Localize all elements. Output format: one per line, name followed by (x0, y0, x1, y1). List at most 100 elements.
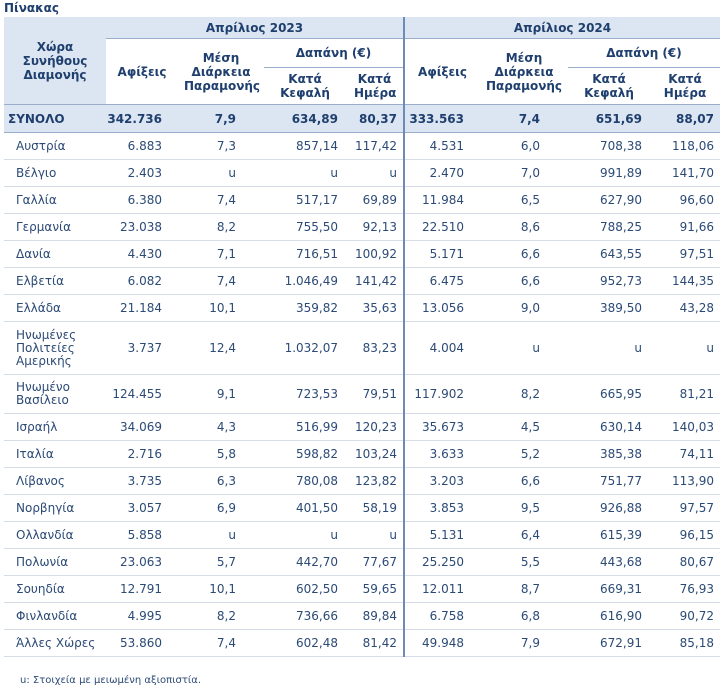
tourism-table: Χώρα Συνήθους Διαμονής Απρίλιος 2023 Απρ… (4, 17, 720, 657)
table-cell: 120,23 (346, 413, 405, 441)
table-cell: 630,14 (568, 413, 650, 441)
table-cell: 59,65 (346, 575, 405, 603)
table-cell: 117.902 (404, 374, 480, 414)
table-row: Ελβετία 6.082 7,4 1.046,49 141,42 6.475 6,6 952… (4, 267, 720, 295)
table-cell: 49.948 (404, 629, 480, 657)
table-cell: 857,14 (264, 132, 346, 160)
table-cell: 85,18 (650, 629, 720, 657)
country-name: Γερμανία (4, 213, 106, 241)
table-cell: 35,63 (346, 294, 405, 322)
table-cell: 35.673 (404, 413, 480, 441)
table-row: Ελλάδα 21.184 10,1 359,82 35,63 13.056 9,0 389,… (4, 294, 720, 322)
total-cell: 7,9 (178, 104, 264, 133)
table-cell: 7,4 (178, 267, 264, 295)
total-cell: 634,89 (264, 104, 346, 133)
table-cell: 2.716 (106, 440, 178, 468)
table-cell: 118,06 (650, 132, 720, 160)
table-cell: 7,9 (480, 629, 568, 657)
table-cell: 716,51 (264, 240, 346, 268)
table-cell: u (650, 321, 720, 375)
table-cell: 6.082 (106, 267, 178, 295)
table-cell: 74,11 (650, 440, 720, 468)
table-cell: 8,2 (178, 213, 264, 241)
table-cell: 665,95 (568, 374, 650, 414)
table-cell: 9,1 (178, 374, 264, 414)
table-cell: 7,1 (178, 240, 264, 268)
country-header: Χώρα Συνήθους Διαμονής (4, 17, 106, 105)
table-cell: 7,3 (178, 132, 264, 160)
table-cell: 92,13 (346, 213, 405, 241)
table-cell: 10,1 (178, 575, 264, 603)
table-cell: 952,73 (568, 267, 650, 295)
country-name: Φινλανδία (4, 602, 106, 630)
table-cell: 124.455 (106, 374, 178, 414)
table-cell: 6,8 (480, 602, 568, 630)
table-row: Άλλες Χώρες 53.860 7,4 602,48 81,42 49.948 7,9… (4, 629, 720, 657)
total-cell: 342.736 (106, 104, 178, 133)
per-capita-2023-header: Κατά Κεφαλή (264, 67, 346, 105)
spending-2023-header: Δαπάνη (€) (264, 38, 405, 68)
table-cell: 669,31 (568, 575, 650, 603)
table-cell: 9,0 (480, 294, 568, 322)
table-cell: 5,2 (480, 440, 568, 468)
total-label: ΣΥΝΟΛΟ (4, 104, 106, 133)
table-cell: 5.171 (404, 240, 480, 268)
table-cell: 6,0 (480, 132, 568, 160)
table-cell: 43,28 (650, 294, 720, 322)
table-cell: 10,1 (178, 294, 264, 322)
arrivals-2024-header: Αφίξεις (404, 38, 480, 105)
table-cell: 6.758 (404, 602, 480, 630)
table-cell: 91,66 (650, 213, 720, 241)
country-name: Ολλανδία (4, 521, 106, 549)
country-name: Ηνωμένες Πολιτείες Αμερικής (4, 321, 106, 375)
table-cell: 1.046,49 (264, 267, 346, 295)
table-cell: 100,92 (346, 240, 405, 268)
footnote: u: Στοιχεία με μειωμένη αξιοπιστία. (20, 675, 201, 686)
country-name: Άλλες Χώρες (4, 629, 106, 657)
table-cell: u (346, 159, 405, 187)
table-cell: u (568, 321, 650, 375)
table-row: Βέλγιο 2.403 u u u 2.470 7,0 991,89 141,70 (4, 159, 720, 187)
per-day-2024-header: Κατά Ημέρα (650, 67, 720, 105)
table-cell: 708,38 (568, 132, 650, 160)
table-cell: 22.510 (404, 213, 480, 241)
table-cell: 96,15 (650, 521, 720, 549)
total-cell: 88,07 (650, 104, 720, 133)
table-cell: 141,42 (346, 267, 405, 295)
table-cell: 3.735 (106, 467, 178, 495)
table-cell: 359,82 (264, 294, 346, 322)
country-name: Νορβηγία (4, 494, 106, 522)
table-cell: 2.470 (404, 159, 480, 187)
table-cell: 389,50 (568, 294, 650, 322)
table-cell: 77,67 (346, 548, 405, 576)
table-cell: 21.184 (106, 294, 178, 322)
table-row: Λίβανος 3.735 6,3 780,08 123,82 3.203 6,6 751,7… (4, 467, 720, 495)
table-cell: 6,6 (480, 467, 568, 495)
table-cell: 616,90 (568, 602, 650, 630)
table-cell: 401,50 (264, 494, 346, 522)
country-name: Ελλάδα (4, 294, 106, 322)
table-cell: 385,38 (568, 440, 650, 468)
table-cell: u (264, 159, 346, 187)
country-name: Σουηδία (4, 575, 106, 603)
table-cell: 723,53 (264, 374, 346, 414)
table-cell: 97,57 (650, 494, 720, 522)
table-cell: 602,48 (264, 629, 346, 657)
table-cell: 11.984 (404, 186, 480, 214)
table-cell: 8,2 (178, 602, 264, 630)
table-cell: 12,4 (178, 321, 264, 375)
table-cell: 442,70 (264, 548, 346, 576)
table-cell: 8,6 (480, 213, 568, 241)
table-cell: 6.380 (106, 186, 178, 214)
table-cell: 144,35 (650, 267, 720, 295)
table-row: Ηνωμένες Πολιτείες Αμερικής 3.737 12,4 1.03… (4, 321, 720, 375)
year-2023-header: Απρίλιος 2023 (106, 17, 405, 39)
table-cell: 736,66 (264, 602, 346, 630)
table-cell: 97,51 (650, 240, 720, 268)
table-row: Γερμανία 23.038 8,2 755,50 92,13 22.510 8,6 788… (4, 213, 720, 241)
table-cell: 6.475 (404, 267, 480, 295)
table-cell: 58,19 (346, 494, 405, 522)
table-row: Σουηδία 12.791 10,1 602,50 59,65 12.011 8,7 669… (4, 575, 720, 603)
table-cell: 7,4 (178, 629, 264, 657)
per-day-2023-header: Κατά Ημέρα (346, 67, 405, 105)
